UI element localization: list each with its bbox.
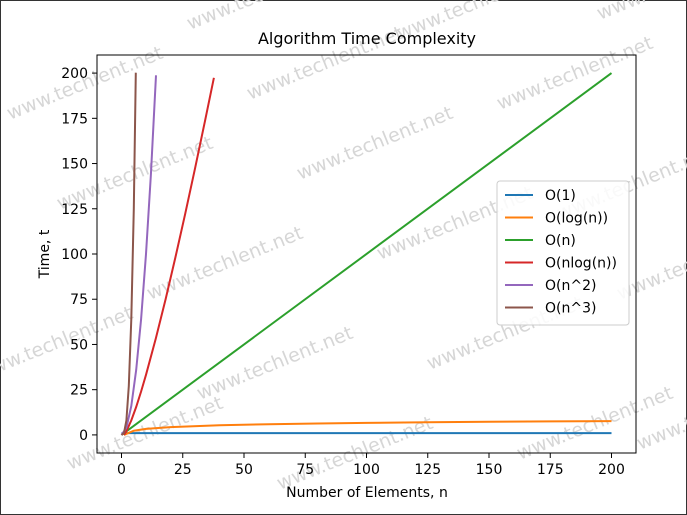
y-tick-label: 175 <box>61 111 88 127</box>
x-tick-label: 125 <box>414 462 441 478</box>
legend-label: O(log(n)) <box>545 211 608 227</box>
x-tick-label: 150 <box>476 462 503 478</box>
legend-label: O(n^2) <box>545 278 596 294</box>
y-tick-label: 50 <box>70 337 88 353</box>
legend-label: O(1) <box>545 188 576 204</box>
series-line-o-n-3- <box>120 72 137 436</box>
x-tick-label: 100 <box>353 462 380 478</box>
x-tick-label: 25 <box>174 462 192 478</box>
y-tick-label: 0 <box>79 428 88 444</box>
x-tick-label: 200 <box>598 462 625 478</box>
y-tick-label: 100 <box>61 247 88 263</box>
legend-label: O(nlog(n)) <box>545 256 617 272</box>
series-lines <box>120 72 613 436</box>
watermark-text: www.techlent.net <box>514 382 676 465</box>
watermark-text: www.techlent.net <box>594 0 687 25</box>
y-tick-label: 200 <box>61 66 88 82</box>
axis-ticks: 0 25 50 75 100 125 150 175 200 0 25 50 75 100 125 150 17… <box>61 66 625 478</box>
watermark-text: www.techlent.net <box>294 102 456 185</box>
y-tick-label: 25 <box>70 383 88 399</box>
legend: O(1) O(log(n)) O(n) O(nlog(n)) O(n^2) O(n^3) <box>496 180 630 326</box>
y-axis-label: Time, t <box>37 229 53 279</box>
y-tick-label: 150 <box>61 157 88 173</box>
series-line-o-log-n- <box>123 420 612 436</box>
series-line-o-n- <box>120 72 613 436</box>
series-line-o-n-2- <box>120 75 157 436</box>
chart-title: Algorithm Time Complexity <box>258 29 476 48</box>
series-line-o-nlog-n- <box>123 77 215 436</box>
watermark-text: www.techlent.net <box>494 32 656 115</box>
legend-label: O(n^3) <box>545 301 596 317</box>
x-tick-label: 0 <box>117 462 126 478</box>
x-axis-label: Number of Elements, n <box>286 485 448 501</box>
x-tick-label: 75 <box>296 462 314 478</box>
y-tick-label: 125 <box>61 202 88 218</box>
x-tick-label: 50 <box>235 462 253 478</box>
y-tick-label: 75 <box>70 292 88 308</box>
watermark-text: www.techlent.net <box>0 302 136 385</box>
x-tick-label: 175 <box>537 462 564 478</box>
legend-label: O(n) <box>545 233 576 249</box>
